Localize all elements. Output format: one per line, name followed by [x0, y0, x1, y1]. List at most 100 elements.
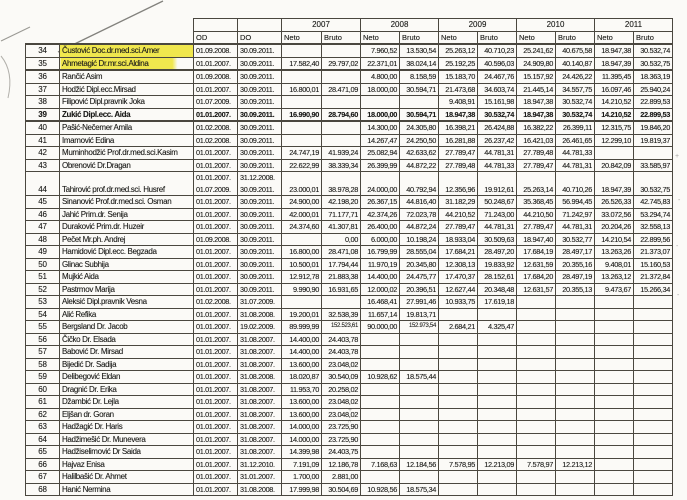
employee-name: Čustović Doc.dr.med.sci.Amer — [59, 43, 194, 58]
cell-bruto-2011: 21.373,07 — [633, 245, 673, 259]
cell-bruto-2011 — [633, 470, 673, 484]
cell-neto-2008: 12.000,02 — [360, 282, 400, 296]
cell-neto-2010: 44.210,50 — [516, 207, 556, 221]
row-number: 58 — [25, 357, 60, 371]
cell-bruto-2011 — [633, 420, 673, 434]
header-spacer — [26, 31, 60, 44]
cell-bruto-2009 — [477, 407, 517, 421]
date-do: 31.08.2007. — [237, 357, 282, 371]
cell-neto-2010 — [516, 395, 556, 409]
year-header-2008: 2008 — [360, 18, 439, 32]
row-number: 45 — [25, 195, 60, 209]
col-header-bruto-2011: Bruto — [633, 30, 673, 45]
cell-neto-2010: 17.684,19 — [516, 245, 556, 259]
cell-bruto-2011: 32.558,13 — [633, 220, 673, 234]
cell-bruto-2010: 44.781,31 — [555, 158, 595, 172]
cell-bruto-2007: 28.471,08 — [321, 245, 361, 259]
cell-bruto-2009 — [477, 470, 517, 484]
cell-bruto-2007: 28.794,60 — [321, 107, 361, 122]
cell-bruto-2008: 8.158,59 — [399, 69, 439, 84]
cell-bruto-2009: 34.603,74 — [477, 82, 517, 96]
employee-name: Hadžagić Dr. Haris — [59, 420, 194, 434]
col-header-neto-2007: Neto — [281, 30, 322, 45]
row-number: 41 — [25, 133, 60, 147]
employee-name: Aleksić Dipl.pravnik Vesna — [59, 295, 194, 309]
date-od: 01.09.2008. — [193, 69, 238, 84]
cell-bruto-2011 — [633, 357, 673, 371]
cell-neto-2010: 7.578,97 — [516, 457, 556, 471]
cell-neto-2010: 25.241,62 — [516, 43, 556, 58]
cell-bruto-2009: 24.467,76 — [477, 69, 517, 84]
cell-neto-2007: 16.990,90 — [281, 107, 322, 122]
cell-bruto-2011: 19.846,20 — [633, 120, 673, 135]
cell-neto-2009: 12.627,44 — [438, 282, 478, 296]
cell-bruto-2007 — [321, 95, 361, 109]
cell-bruto-2007: 32.538,39 — [321, 307, 361, 321]
row-number: 68 — [25, 482, 60, 496]
cell-bruto-2009: 71.243,00 — [477, 207, 517, 221]
date-do: 30.09.2011. — [237, 146, 282, 160]
table-row: 66 Hajvaz Enisa 01.01.2007. 31.12.2010. 7.19… — [25, 457, 673, 471]
cell-neto-2011: 9.473,67 — [594, 282, 634, 296]
date-line: 01.07.2009. — [196, 184, 231, 194]
date-do: 31.01.2007. — [237, 470, 282, 484]
date-od: 01.01.2007. — [193, 207, 238, 221]
date-do: 31.08.2008. — [237, 307, 282, 321]
table-row: 56 Čičko Dr. Elsada 01.01.2007. 31.08.2007.… — [25, 332, 673, 346]
cell-bruto-2010 — [555, 295, 595, 309]
cell-neto-2010: 35.368,45 — [516, 195, 556, 209]
cell-neto-2009 — [438, 432, 478, 446]
cell-bruto-2010 — [555, 357, 595, 371]
cell-bruto-2009 — [477, 332, 517, 346]
date-od: 01.01.2007. — [193, 395, 238, 409]
row-number: 47 — [25, 220, 60, 234]
table-row: 41 Imamović Edina 01.02.2008. 30.09.2011. 14… — [25, 133, 673, 147]
date-do: 30.09.2011. — [237, 270, 282, 284]
cell-bruto-2009 — [477, 445, 517, 459]
date-do: 30.09.2011. — [237, 232, 282, 246]
cell-bruto-2007: 24.403,75 — [321, 445, 361, 459]
employee-name: Hodžić Dipl.ecc.Mirsad — [59, 82, 194, 96]
cell-neto-2008 — [360, 432, 400, 446]
cell-neto-2010: 15.157,92 — [516, 69, 556, 84]
year-header-2010: 2010 — [516, 18, 595, 32]
cell-neto-2011 — [594, 407, 634, 421]
employee-name: Zukić Dipl.ecc. Aida — [59, 107, 194, 122]
cell-neto-2011 — [594, 395, 634, 409]
row-number: 49 — [25, 245, 60, 259]
cell-bruto-2009: 26.424,88 — [477, 120, 517, 135]
table-row: 50 Glinac Subhija 01.01.2007. 30.09.2011. 10… — [25, 257, 673, 271]
cell-bruto-2007 — [321, 43, 361, 58]
date-od: 01.01.2007. — [193, 482, 238, 496]
cell-neto-2010: 27.789,47 — [516, 220, 556, 234]
employee-name: Hanić Nermina — [59, 482, 194, 496]
cell-neto-2007: 14.400,00 — [281, 332, 322, 346]
cell-neto-2008: 16.468,41 — [360, 295, 400, 309]
cell-bruto-2010: 20.355,16 — [555, 257, 595, 271]
cell-neto-2007: 7.191,09 — [281, 457, 322, 471]
employee-name: Bijedić Dr. Sadija — [59, 357, 194, 371]
date-do: 30.09.2011. — [237, 220, 282, 234]
cell-bruto-2008: 24.305,80 — [399, 120, 439, 135]
cell-neto-2011: 18.947,38 — [594, 43, 634, 58]
cell-neto-2008: 24.000,00 — [360, 171, 400, 196]
table-row: 43 Obrenović Dr.Dragan 01.01.2007. 30.09.20… — [25, 158, 673, 172]
date-do: 31.08.2007. — [237, 332, 282, 346]
cell-neto-2011: 14.210,52 — [594, 95, 634, 109]
cell-bruto-2008: 152.973,54 — [399, 320, 439, 334]
date-do: 30.09.2011. — [237, 56, 282, 71]
cell-bruto-2007: 21.883,38 — [321, 270, 361, 284]
cell-neto-2008: 14.300,00 — [360, 120, 400, 135]
cell-neto-2007: 14.399,98 — [281, 445, 322, 459]
cell-bruto-2009: 50.248,67 — [477, 195, 517, 209]
date-do: 30.09.2011. — [237, 245, 282, 259]
cell-neto-2007: 14.400,00 — [281, 345, 322, 359]
cell-bruto-2010 — [555, 432, 595, 446]
date-do: 31.08.2007. — [237, 395, 282, 409]
cell-bruto-2009: 30.532,74 — [477, 107, 517, 122]
cell-neto-2009: 44.210,52 — [438, 207, 478, 221]
cell-bruto-2009 — [477, 432, 517, 446]
cell-bruto-2010 — [555, 445, 595, 459]
cell-neto-2009: 27.789,48 — [438, 158, 478, 172]
row-number: 36 — [25, 69, 60, 84]
